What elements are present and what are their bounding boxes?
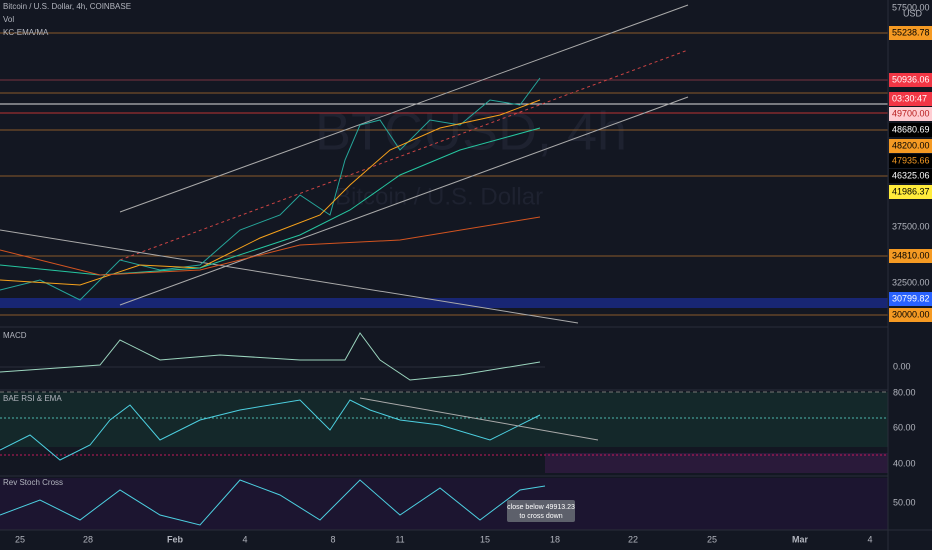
price-label: 46325.06 (892, 170, 930, 180)
price-label: 57500.00 (892, 2, 930, 12)
time-label: Feb (167, 534, 184, 544)
channel-mid (119, 49, 689, 261)
main-pane-drawings (0, 4, 888, 324)
pane-title: BAE RSI & EMA (3, 394, 62, 403)
time-label: 18 (550, 534, 560, 544)
macd-line (0, 332, 541, 381)
price-label-bg (889, 249, 932, 263)
price-label: 41986.37 (892, 186, 930, 196)
rsi-band-low (545, 453, 888, 473)
price-label: 30799.82 (892, 293, 930, 303)
rsi-line (0, 399, 541, 461)
price-path (0, 77, 541, 301)
label-bg (889, 360, 932, 374)
price-label: 50936.06 (892, 74, 930, 84)
rsi-trend (359, 397, 599, 441)
tooltip-line: close below 49913.23 (507, 504, 575, 511)
pane-axis-label: 0.00 (893, 361, 911, 371)
pane-axis-label: 40.00 (893, 458, 916, 468)
pane-title: Rev Stoch Cross (3, 478, 63, 487)
ma-long (0, 216, 541, 276)
currency: USD (903, 8, 923, 18)
channel-top (119, 4, 689, 213)
time-label: 4 (242, 534, 247, 544)
time-label: 28 (83, 534, 93, 544)
pane-title: MACD (3, 331, 27, 340)
tooltip-line: to cross down (519, 513, 562, 520)
pane-axis-label: 80.00 (893, 387, 916, 397)
time-label: 25 (15, 534, 25, 544)
price-label-bg (889, 26, 932, 40)
price-label: 03:30:47 (892, 93, 927, 103)
price-label: 55238.78 (892, 27, 930, 37)
price-label: 49700.00 (892, 108, 930, 118)
price-label-bg (889, 73, 932, 87)
stoch-line (0, 479, 546, 526)
price-label: 37500.00 (892, 221, 930, 231)
watermark-ticker: BTCUSD, 4h (315, 101, 627, 161)
price-label-bg (889, 92, 932, 106)
price-label-bg (889, 292, 932, 306)
price-label-bg (889, 154, 932, 168)
volume-label: Vol (3, 15, 14, 24)
ema-fast (0, 99, 541, 286)
price-label: 32500.00 (892, 277, 930, 287)
indicator-label: KC-EMA/MA (3, 28, 49, 37)
price-axis (888, 0, 932, 530)
price-label: 48200.00 (892, 140, 930, 150)
pane-axis-label: 50.00 (893, 497, 916, 507)
time-label: 11 (395, 534, 404, 544)
rsi-band (0, 392, 888, 447)
time-label: 15 (480, 534, 490, 544)
stoch-bg (0, 478, 888, 530)
price-label-bg (889, 308, 932, 322)
price-label-bg (889, 139, 932, 153)
blue-zone (0, 298, 888, 308)
price-label: 47935.66 (892, 155, 930, 165)
price-label-bg (889, 169, 932, 183)
channel-bottom (119, 96, 689, 306)
trend-line (0, 229, 579, 324)
time-label: Mar (792, 534, 809, 544)
price-label-bg (889, 185, 932, 199)
time-label: 4 (867, 534, 872, 544)
price-label-bg (889, 107, 932, 121)
price-label: 48680.69 (892, 124, 930, 134)
time-label: 25 (707, 534, 717, 544)
tooltip (507, 500, 575, 522)
price-label: 34810.00 (892, 250, 930, 260)
time-label: 22 (628, 534, 638, 544)
time-label: 8 (330, 534, 335, 544)
price-label: 30000.00 (892, 309, 930, 319)
watermark-name: Bitcoin / U.S. Dollar (335, 183, 543, 210)
symbol: Bitcoin / U.S. Dollar, 4h, COINBASE (3, 2, 131, 11)
price-label-bg (889, 123, 932, 137)
pane-axis-label: 60.00 (893, 422, 916, 432)
